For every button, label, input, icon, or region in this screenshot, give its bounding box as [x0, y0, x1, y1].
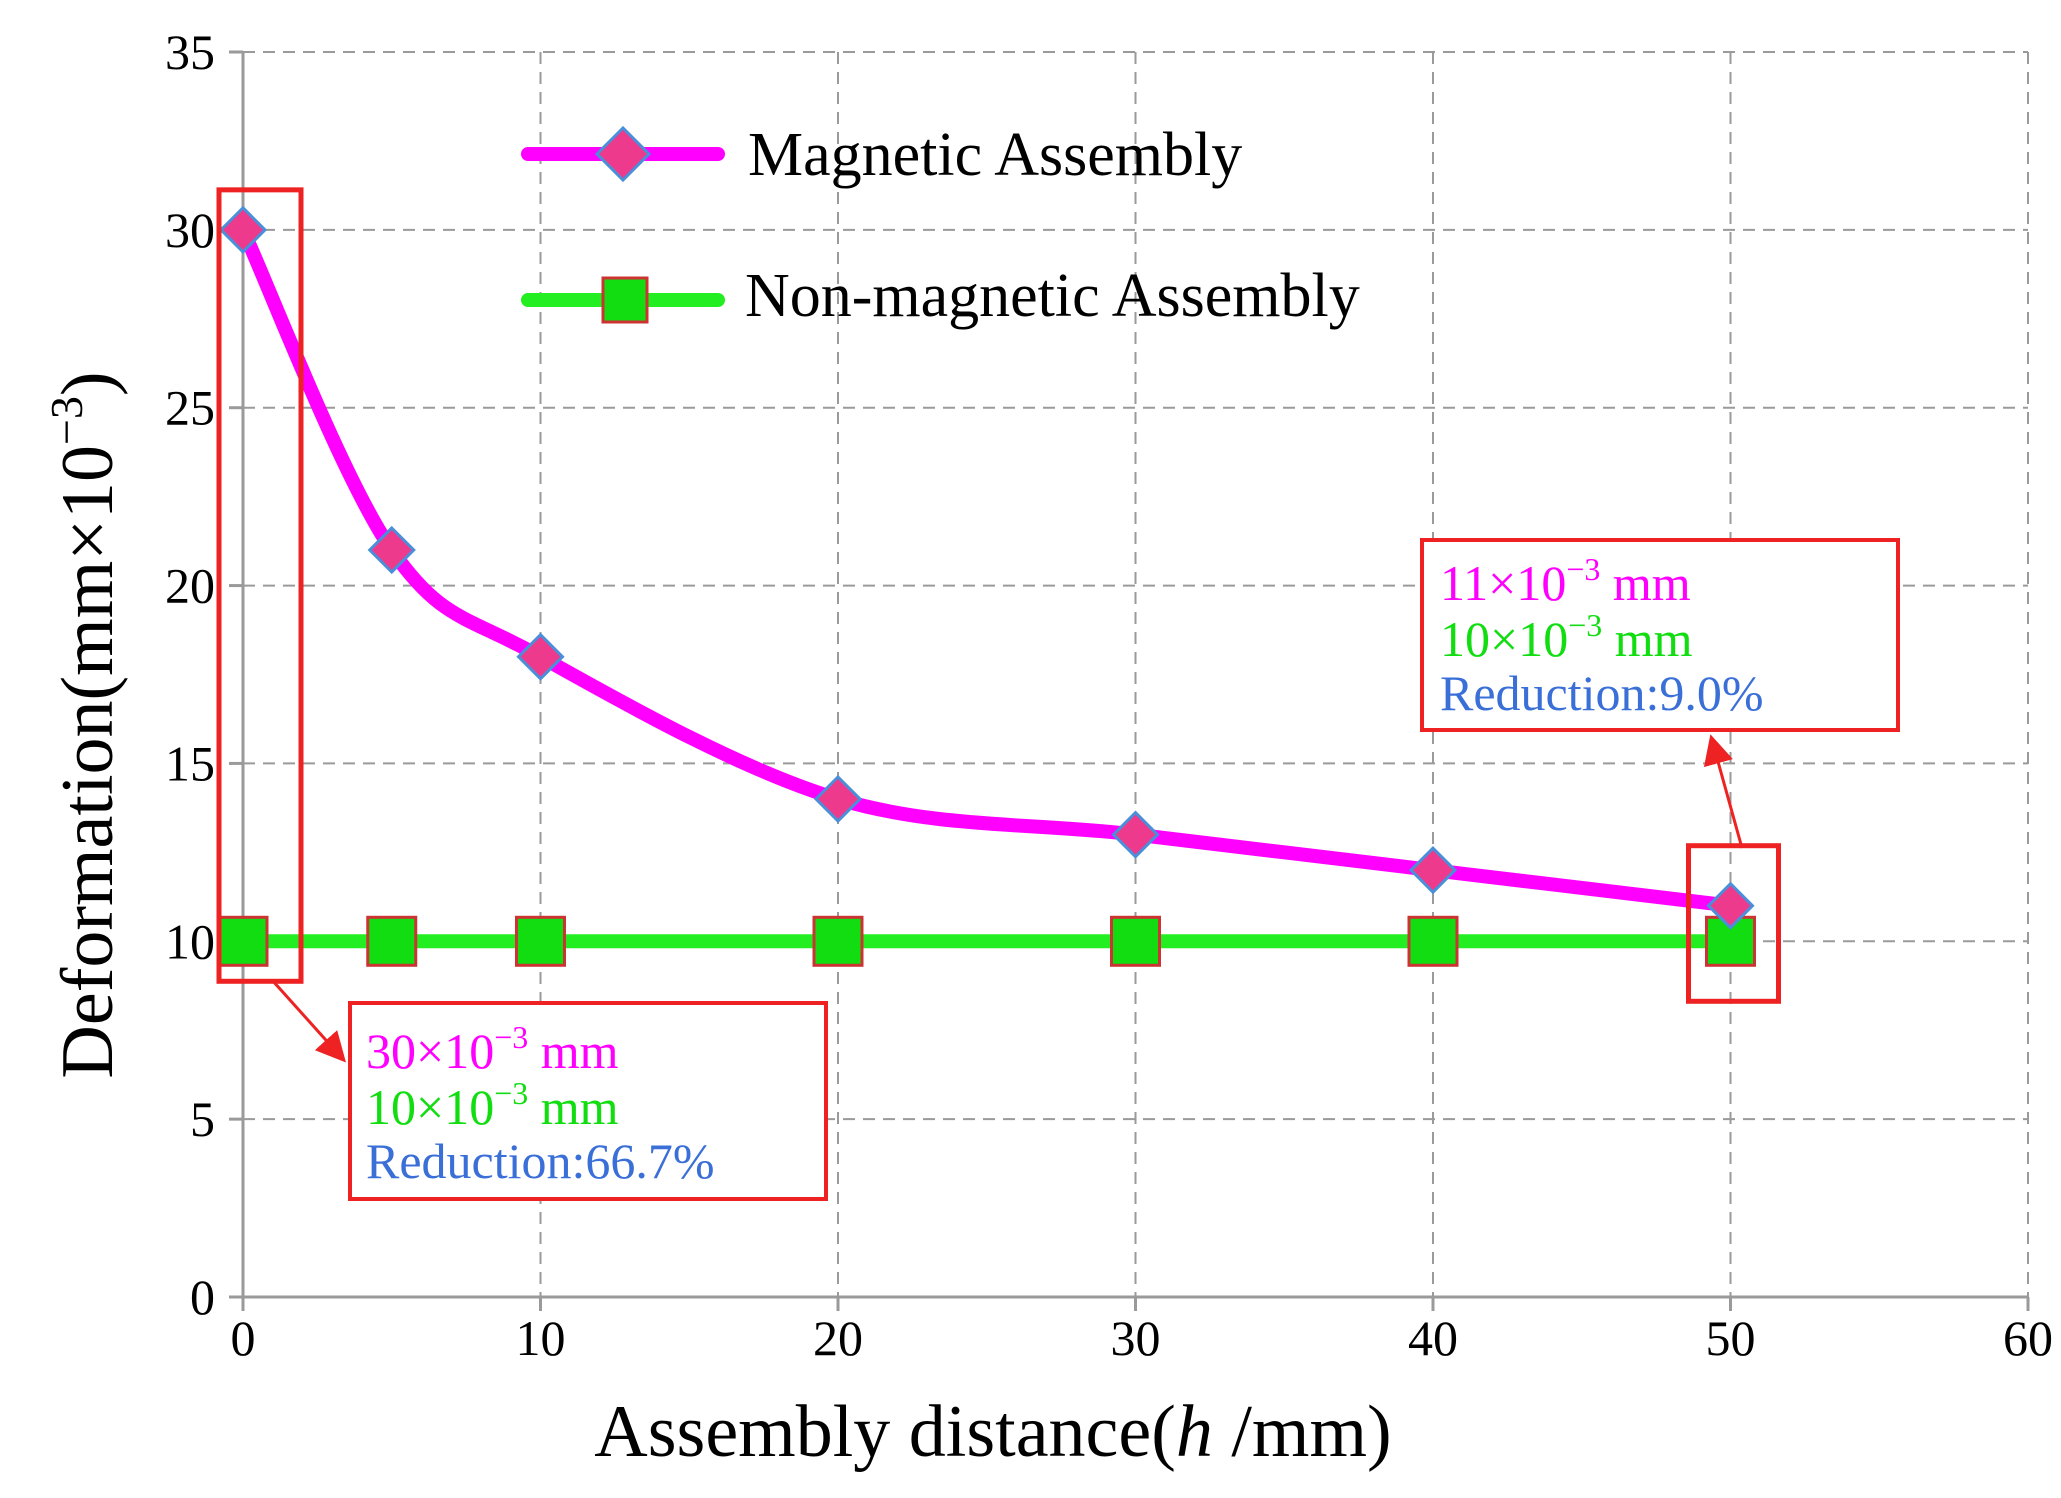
- x-tick-label: 10: [516, 1310, 566, 1366]
- y-tick-label: 25: [165, 380, 215, 436]
- highlights: [216, 187, 1781, 1004]
- annotation-arrow-left: [270, 978, 347, 1063]
- data-point-nonmagnetic: [812, 915, 864, 967]
- annotation-box-right-frame: [1420, 538, 1900, 732]
- y-tick-label: 0: [190, 1269, 215, 1325]
- y-tick-label: 5: [190, 1091, 215, 1147]
- annotation-left-nonmagnetic: 10×10−3 mm: [366, 1075, 619, 1135]
- data-point-magnetic: [1408, 846, 1458, 895]
- y-axis-title: Deformation(mm×10−3): [41, 371, 129, 1078]
- series: [217, 205, 1756, 967]
- data-point-nonmagnetic: [1110, 915, 1161, 967]
- annotation-left-magnetic: 30×10−3 mm: [366, 1019, 619, 1079]
- data-point-magnetic: [1706, 881, 1755, 930]
- y-tick-label: 30: [165, 202, 215, 258]
- axes: 0 10 20 30 40 50 60 0 5 10 15 20 25 30 35: [165, 24, 2053, 1366]
- y-tick-label: 10: [165, 913, 215, 969]
- legend: Magnetic Assembly Non-magnetic Assembly: [521, 121, 1360, 330]
- annotation-left-reduction: Reduction:66.7%: [366, 1133, 715, 1189]
- data-point-nonmagnetic: [1407, 915, 1459, 967]
- x-tick-label: 50: [1706, 1310, 1756, 1366]
- y-tick-label: 35: [165, 24, 215, 80]
- annotation-right-nonmagnetic: 10×10−3 mm: [1440, 607, 1693, 667]
- data-point-nonmagnetic: [515, 915, 566, 967]
- y-tick-label: 20: [165, 558, 215, 614]
- data-point-nonmagnetic: [366, 915, 418, 967]
- annotation-right-magnetic: 11×10−3 mm: [1440, 551, 1691, 611]
- y-tick-label: 15: [165, 735, 215, 791]
- x-tick-label: 40: [1408, 1310, 1458, 1366]
- highlight-box-left: [216, 187, 304, 984]
- annotation-box-left-frame: [348, 1001, 828, 1201]
- data-point-nonmagnetic: [217, 915, 269, 967]
- legend-label-magnetic: Magnetic Assembly: [748, 121, 1242, 189]
- annotation-box-left: 30×10−3 mm 10×10−3 mm Reduction:66.7%: [348, 1001, 828, 1201]
- data-point-magnetic: [813, 774, 863, 824]
- data-point-magnetic: [1111, 810, 1160, 859]
- annotation-arrow-right: [1703, 734, 1744, 849]
- legend-marker-nonmagnetic: [601, 276, 649, 324]
- legend-label-nonmagnetic: Non-magnetic Assembly: [745, 262, 1360, 330]
- x-axis-title: Assembly distance(h /mm): [594, 1391, 1391, 1473]
- data-point-magnetic: [367, 525, 416, 575]
- data-point-magnetic: [516, 632, 565, 681]
- highlight-box-right: [1686, 843, 1781, 1004]
- x-tick-label: 0: [231, 1310, 256, 1366]
- legend-marker-magnetic: [594, 125, 652, 183]
- annotation-box-right: 11×10−3 mm 10×10−3 mm Reduction:9.0%: [1420, 538, 1900, 732]
- data-point-magnetic: [218, 205, 268, 254]
- x-tick-label: 30: [1111, 1310, 1161, 1366]
- annotation-right-reduction: Reduction:9.0%: [1440, 665, 1764, 721]
- x-tick-label: 60: [2003, 1310, 2053, 1366]
- x-tick-label: 20: [813, 1310, 863, 1366]
